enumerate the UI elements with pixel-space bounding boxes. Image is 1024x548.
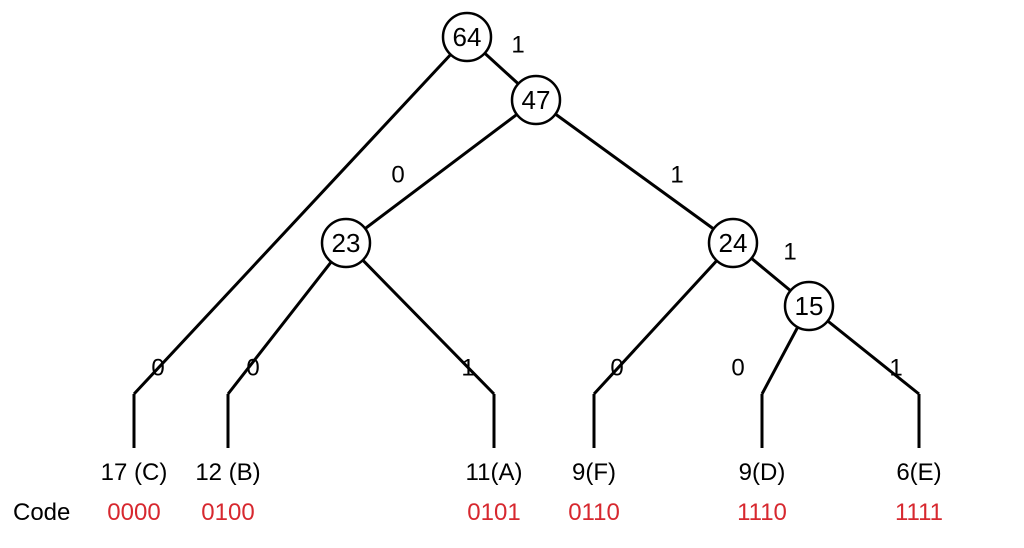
tree-edge [536,100,733,243]
tree-edge [346,100,536,243]
leaf-freq-symbol-label: 9(F) [572,459,616,486]
leaf-freq-symbol-label: 9(D) [739,459,786,486]
tree-node-value: 24 [719,228,748,258]
leaf-freq-symbol-label: 17 (C) [101,459,168,486]
leaf-labels-layer: 17 (C) 12 (B) 11(A) 9(F) 9(D) 6(E) [101,459,942,486]
edge-bit-label: 1 [889,355,902,382]
leaf-stems-layer [134,394,919,448]
edge-bit-label: 0 [246,355,259,382]
leaf-freq-symbol-label: 11(A) [466,459,523,486]
huffman-tree-diagram: 6447232415 0101010101 17 (C)12 (B)11(A)9… [0,0,1024,548]
leaf-code-label: 0110 [568,499,620,526]
leaf-code-label: 1110 [737,499,787,526]
leaf-freq-symbol-label: 12 (B) [195,459,260,486]
leaf-code-label: 0100 [201,499,254,526]
edge-bit-label: 0 [151,355,164,382]
edge-bit-label: 0 [731,355,744,382]
leaf-code-label: 1111 [895,499,943,526]
edge-bit-label: 0 [610,355,623,382]
code-labels-layer: 0000 0100 0101 0110 1110 1111 [107,499,943,526]
edge-bit-label: 1 [670,162,683,189]
edge-bit-label: 1 [461,355,474,382]
tree-node-value: 64 [453,22,482,52]
leaf-code-label: 0000 [107,499,160,526]
tree-edge [134,37,467,394]
leaf-freq-symbol-label: 6(E) [896,459,941,486]
tree-node-value: 47 [522,85,551,115]
code-row-label: Code [13,499,70,526]
edge-bit-label: 1 [511,32,524,59]
edge-bit-label: 0 [391,162,404,189]
edge-bit-label: 1 [783,239,796,266]
leaf-code-label: 0101 [467,499,520,526]
tree-node-value: 15 [795,291,824,321]
tree-node-value: 23 [332,228,361,258]
